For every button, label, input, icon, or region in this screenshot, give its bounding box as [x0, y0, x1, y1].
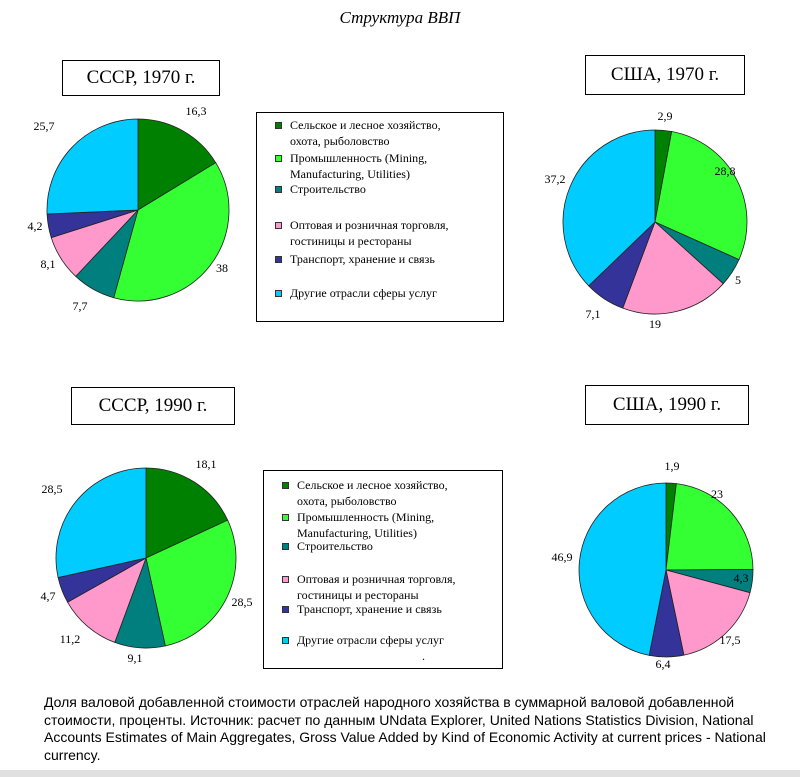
- slice-value-label: 11,2: [60, 632, 81, 646]
- legend-top: Сельское и лесное хозяйство, охота, рыбо…: [256, 112, 504, 322]
- pie-slice-2: [654, 131, 748, 261]
- pie-chart-usa-1970: 2,9 28,8 5 19 7,1 37,2: [545, 109, 748, 331]
- slice-value-label: 17,5: [720, 633, 741, 647]
- legend-label: Оптовая и розничная торговля, гостиницы …: [290, 218, 449, 248]
- slice-value-label: 18,1: [196, 457, 217, 471]
- slice-value-label: 9,1: [128, 651, 143, 665]
- slice-value-label: 6,4: [656, 657, 671, 671]
- legend-label: Оптовая и розничная торговля, гостиницы …: [297, 572, 456, 602]
- slice-value-label: 28,5: [232, 595, 253, 609]
- figure-caption: Доля валовой добавленной стоимости отрас…: [44, 694, 766, 763]
- legend-label: Другие отрасли сферы услуг: [290, 286, 437, 300]
- legend-label: Сельское и лесное хозяйство, охота, рыбо…: [290, 118, 441, 148]
- slice-value-label: 28,5: [42, 482, 63, 496]
- slice-value-label: 2,9: [658, 109, 673, 123]
- pie-chart-usa-1990: 1,9 23 4,3 17,5 6,4 46,9: [552, 459, 754, 671]
- slice-value-label: 7,1: [586, 307, 601, 321]
- slice-value-label: 4,2: [28, 219, 43, 233]
- slice-value-label: 16,3: [186, 104, 207, 118]
- pie-slice-1: [137, 118, 217, 211]
- legend-swatch: [282, 514, 289, 521]
- legend-label: Строительство: [290, 182, 366, 196]
- legend-swatch: [282, 543, 289, 550]
- slice-value-label: 38: [216, 261, 228, 275]
- legend-swatch: [282, 637, 289, 644]
- legend-swatch: [282, 482, 289, 489]
- legend-trailing-mark: .: [422, 649, 425, 663]
- legend-swatch: [275, 290, 282, 297]
- pie-slice-4: [622, 221, 724, 315]
- pie-chart-ussr-1970: 16,3 38 7,7 8,1 4,2 25,7: [28, 104, 230, 313]
- slice-value-label: 4,3: [734, 571, 749, 585]
- pie-slice-2: [665, 483, 754, 571]
- bottom-scroll-strip: [0, 770, 800, 777]
- legend-swatch: [275, 222, 282, 229]
- slice-value-label: 46,9: [552, 550, 573, 564]
- pie-slice-6: [562, 129, 656, 287]
- pie-slice-2: [113, 162, 230, 302]
- legend-swatch: [275, 186, 282, 193]
- pie-chart-ussr-1990: 18,1 28,5 9,1 11,2 4,7 28,5: [41, 457, 253, 665]
- chart-title-ussr-1990: СССР, 1990 г.: [71, 387, 235, 425]
- pie-slice-6: [46, 118, 139, 215]
- page-title: Структура ВВП: [339, 8, 461, 27]
- chart-title-ussr-1970: СССР, 1970 г.: [62, 60, 220, 96]
- slice-value-label: 25,7: [34, 119, 55, 133]
- legend-swatch: [282, 606, 289, 613]
- slice-value-label: 1,9: [665, 459, 680, 473]
- legend-label: Сельское и лесное хозяйство, охота, рыбо…: [297, 478, 448, 508]
- pie-slice-4: [665, 569, 751, 656]
- pie-slice-6: [578, 482, 667, 656]
- pie-slice-1: [145, 467, 229, 559]
- pie-slice-4: [67, 557, 147, 643]
- legend-label: Промышленность (Mining, Manufacturing, U…: [297, 510, 435, 540]
- pie-slice-2: [145, 519, 237, 647]
- slice-value-label: 4,7: [41, 589, 56, 603]
- legend-bottom: . Сельское и лесное хозяйство, охота, ры…: [263, 470, 503, 669]
- legend-swatch: [275, 122, 282, 129]
- slice-value-label: 23: [711, 487, 723, 501]
- legend-swatch: [275, 256, 282, 263]
- legend-swatch: [275, 155, 282, 162]
- chart-title-usa-1970: США, 1970 г.: [585, 55, 745, 95]
- chart-title-usa-1990: США, 1990 г.: [585, 385, 749, 425]
- legend-label: Транспорт, хранение и связь: [297, 602, 442, 616]
- slice-value-label: 28,8: [715, 164, 736, 178]
- legend-label: Другие отрасли сферы услуг: [297, 633, 444, 647]
- slice-value-label: 7,7: [73, 299, 88, 313]
- legend-label: Строительство: [297, 539, 373, 553]
- slice-value-label: 37,2: [545, 172, 566, 186]
- legend-label: Промышленность (Mining, Manufacturing, U…: [290, 151, 428, 181]
- pie-slice-6: [55, 467, 147, 578]
- legend-label: Транспорт, хранение и связь: [290, 252, 435, 266]
- legend-swatch: [282, 576, 289, 583]
- slice-value-label: 5: [735, 273, 741, 287]
- slice-value-label: 19: [649, 317, 661, 331]
- slice-value-label: 8,1: [41, 257, 56, 271]
